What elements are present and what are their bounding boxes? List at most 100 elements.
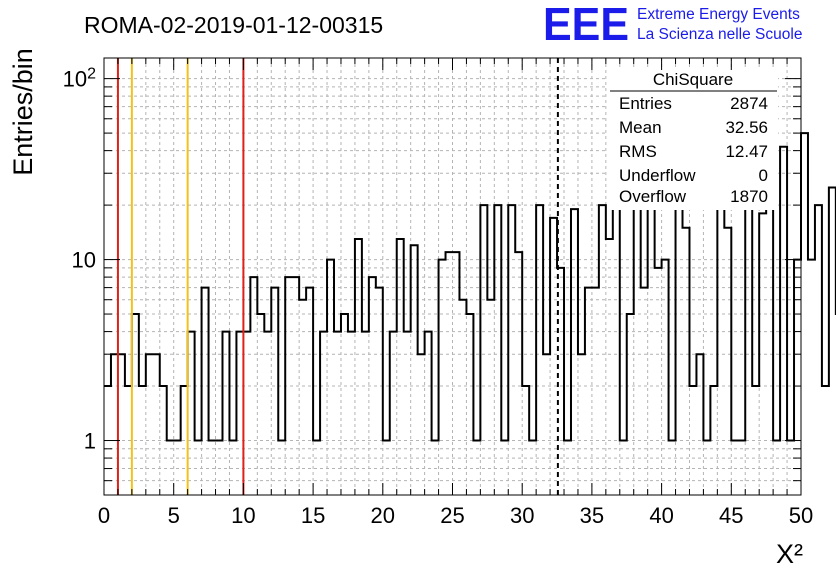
histogram-bin (710, 386, 717, 495)
histogram-bin (299, 300, 306, 495)
histogram-bin (209, 441, 216, 495)
histogram-bin (689, 386, 696, 495)
histogram-bin (439, 260, 446, 495)
histogram-bin (313, 441, 320, 495)
histogram-bin (606, 239, 613, 495)
histogram-bin (292, 277, 299, 495)
histogram-bin (167, 441, 174, 495)
stats-box-background (608, 70, 778, 210)
histogram-bin (696, 354, 703, 495)
histogram-bin (278, 441, 285, 495)
x-tick-label: 50 (789, 503, 813, 528)
stats-label-entries: Entries (619, 94, 672, 113)
histogram-bin (473, 441, 480, 495)
histogram-bin (773, 441, 780, 495)
histogram-bin (125, 386, 132, 495)
histogram-bin (397, 239, 404, 495)
x-axis-ticks: 0 5 10 15 20 25 30 35 40 45 50 (98, 58, 813, 528)
logo-mark: EEE (543, 0, 629, 50)
histogram-bin (494, 205, 501, 495)
histogram-bin (202, 288, 209, 495)
x-tick-label: 15 (301, 503, 325, 528)
stats-label-rms: RMS (619, 142, 657, 161)
histogram-bin (432, 441, 439, 495)
histogram-bin (236, 332, 243, 495)
stats-name: ChiSquare (653, 70, 733, 89)
histogram-bin (181, 386, 188, 495)
histogram-bin (264, 332, 271, 495)
histogram-bin (613, 205, 620, 495)
histogram-bin (822, 386, 829, 495)
stats-value-rms: 12.47 (725, 142, 768, 161)
histogram-bin (571, 209, 578, 495)
y-tick-label: 10 (72, 248, 96, 273)
stats-label-mean: Mean (619, 118, 662, 137)
histogram-bin (425, 332, 432, 495)
histogram-bars (104, 132, 836, 495)
x-tick-label: 10 (231, 503, 255, 528)
stats-box: ChiSquare Entries 2874 Mean 32.56 RMS 12… (608, 70, 778, 210)
histogram-bin (216, 441, 223, 495)
histogram-bin (250, 277, 257, 495)
histogram-bin (787, 441, 794, 495)
histogram-bin (327, 260, 334, 495)
histogram-bin (404, 332, 411, 495)
histogram-bin (390, 332, 397, 495)
histogram-bin (480, 205, 487, 495)
x-tick-label: 25 (440, 503, 464, 528)
histogram-bin (348, 332, 355, 495)
reference-lines (116, 58, 559, 495)
histogram-bin (543, 354, 550, 495)
histogram-bin (188, 332, 195, 495)
histogram-bin (111, 354, 118, 495)
histogram-bin (801, 133, 808, 495)
histogram-bin (564, 441, 571, 495)
histogram-bin (376, 288, 383, 495)
histogram-bin (669, 441, 676, 495)
histogram-bin (724, 228, 731, 495)
histogram-bin (355, 239, 362, 495)
histogram-bin (780, 147, 787, 495)
histogram-bin (738, 441, 745, 495)
histogram-bin (703, 441, 710, 495)
histogram-bin (411, 245, 418, 495)
x-tick-label: 40 (649, 503, 673, 528)
eee-logo: EEE Extreme Energy Events La Scienza nel… (543, 0, 802, 50)
histogram-bin (717, 205, 724, 495)
histogram-bin (515, 252, 522, 495)
histogram-bin (794, 260, 801, 495)
histogram-bin (459, 300, 466, 495)
histogram-bin (641, 288, 648, 495)
histogram-bin (195, 441, 202, 495)
histogram-bin (369, 277, 376, 495)
stats-label-overflow: Overflow (619, 187, 687, 206)
y-tick-label: 1 (84, 429, 96, 454)
histogram-bin (585, 288, 592, 495)
x-tick-label: 0 (98, 503, 110, 528)
y-axis-ticks: 1 10 102 (63, 66, 801, 496)
histogram-bin (550, 218, 557, 495)
stats-label-underflow: Underflow (619, 166, 696, 185)
histogram-bin (139, 386, 146, 495)
logo-line1: Extreme Energy Events (637, 6, 800, 23)
histogram-bin (306, 288, 313, 495)
histogram-bin (285, 277, 292, 495)
histogram-bin (829, 188, 836, 495)
x-tick-label: 30 (510, 503, 534, 528)
stats-value-mean: 32.56 (725, 118, 768, 137)
histogram-bin (487, 300, 494, 495)
histogram-bin (341, 314, 348, 495)
histogram-bin (334, 332, 341, 495)
histogram-bin (620, 441, 627, 495)
histogram-bin (362, 332, 369, 495)
histogram-bin (599, 205, 606, 495)
x-axis-label: X² (776, 539, 803, 569)
x-tick-label: 5 (168, 503, 180, 528)
histogram-bin (655, 268, 662, 495)
histogram-bin (453, 252, 460, 495)
histogram-bin (466, 314, 473, 495)
histogram-bin (118, 354, 125, 495)
histogram-bin (808, 260, 815, 495)
histogram-bin (146, 354, 153, 495)
